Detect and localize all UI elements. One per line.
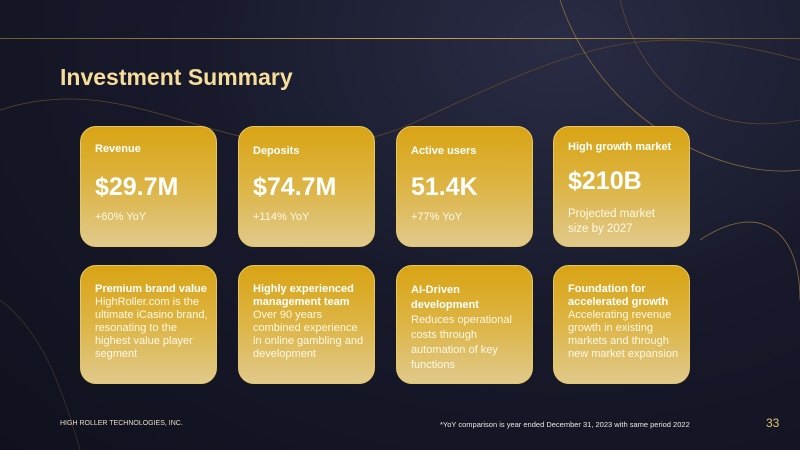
highlight-card: Foundation for accelerated growth Acceler… bbox=[553, 265, 690, 384]
highlight-body: HighRoller.com is the ultimate iCasino b… bbox=[95, 296, 208, 360]
highlight-body: Over 90 years combined experience in onl… bbox=[253, 309, 364, 360]
metric-sub: +77% YoY bbox=[411, 211, 463, 223]
metric-value: 51.4K bbox=[411, 173, 478, 201]
metric-label: Deposits bbox=[253, 145, 300, 157]
highlight-body: Reduces operational costs through automa… bbox=[411, 314, 512, 371]
highlight-heading: Premium brand value bbox=[95, 283, 207, 295]
highlight-card: AI-Driven development Reduces operational… bbox=[396, 265, 533, 384]
metric-label: Revenue bbox=[95, 143, 141, 155]
metric-value: $29.7M bbox=[95, 173, 179, 201]
top-divider bbox=[0, 38, 800, 39]
metric-card-revenue: Revenue $29.7M +60% YoY bbox=[80, 126, 217, 247]
metric-card-deposits: Deposits $74.7M +114% YoY bbox=[238, 126, 375, 247]
highlight-card: Premium brand value HighRoller.com is the… bbox=[80, 265, 217, 384]
metric-value: $74.7M bbox=[253, 173, 337, 201]
metric-sub: +60% YoY bbox=[95, 211, 147, 223]
highlight-body: Accelerating revenue growth in existing … bbox=[568, 309, 679, 360]
footnote: *YoY comparison is year ended December 3… bbox=[440, 420, 690, 429]
page-number: 33 bbox=[766, 416, 780, 430]
metric-sub: +114% YoY bbox=[253, 211, 310, 223]
metric-label: High growth market bbox=[568, 141, 672, 153]
page-title: Investment Summary bbox=[60, 64, 293, 90]
metric-label: Active users bbox=[411, 145, 477, 157]
metric-card-active-users: Active users 51.4K +77% YoY bbox=[396, 126, 533, 247]
highlight-heading: Foundation for accelerated growth bbox=[568, 283, 669, 308]
metric-sub: Projected market size by 2027 bbox=[568, 208, 655, 235]
highlight-heading: AI-Driven development bbox=[411, 284, 479, 311]
metric-card-market: High growth market $210B Projected marke… bbox=[553, 126, 690, 247]
highlight-heading: Highly experienced management team bbox=[253, 283, 354, 308]
metric-value: $210B bbox=[568, 167, 642, 195]
highlight-card: Highly experienced management team Over 9… bbox=[238, 265, 375, 384]
company-name: HIGH ROLLER TECHNOLOGIES, INC. bbox=[60, 420, 183, 427]
